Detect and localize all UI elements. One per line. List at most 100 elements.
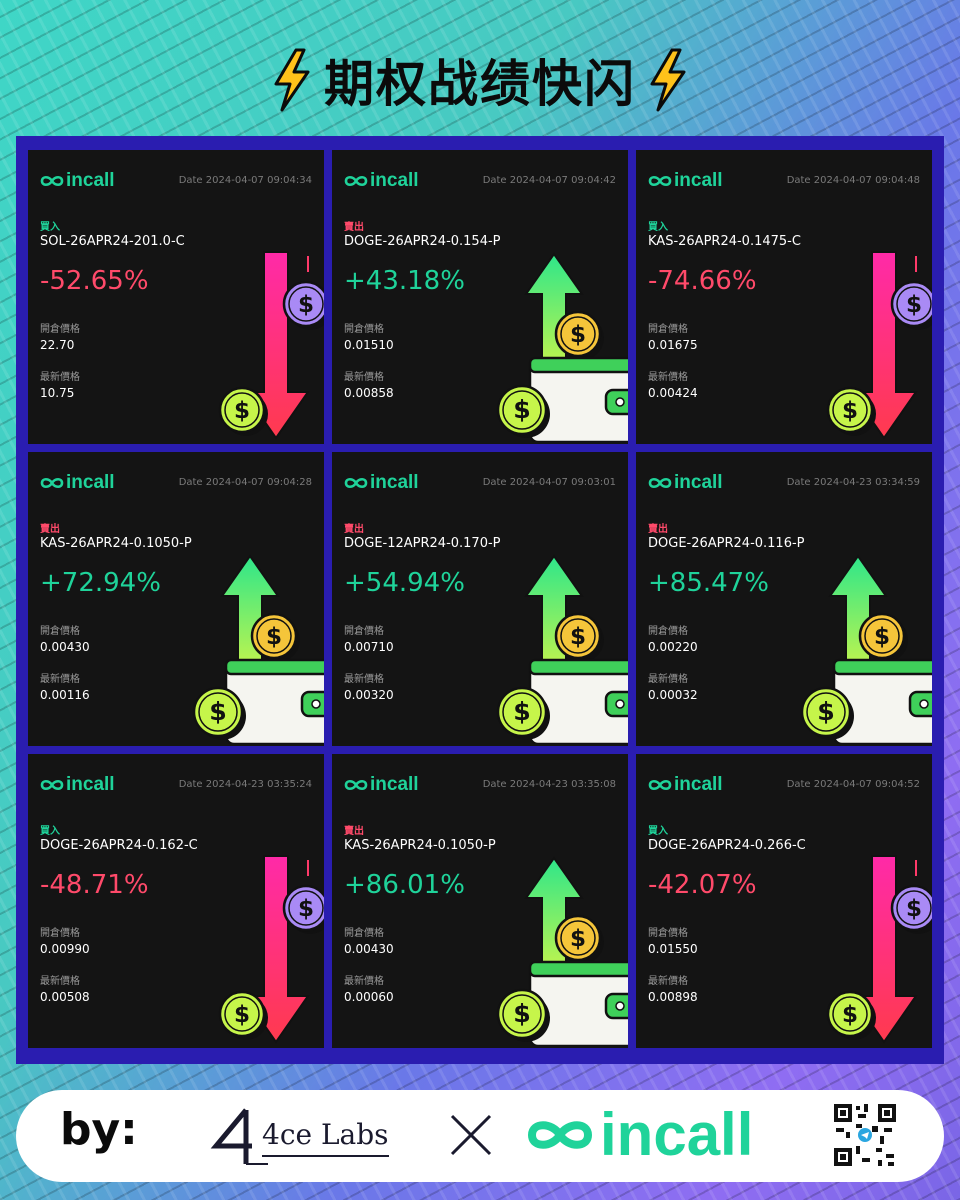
trade-card: incall Date 2024-04-07 09:04:42 賣出 DOGE-26A… <box>332 150 628 444</box>
last-price-label: 最新價格 <box>344 976 384 987</box>
open-price-value: 0.00710 <box>344 640 394 654</box>
trade-date: Date 2024-04-07 09:04:42 <box>483 175 616 186</box>
last-price-label: 最新價格 <box>648 976 688 987</box>
instrument-name: DOGE-26APR24-0.116-P <box>648 536 805 551</box>
brand-logo: incall <box>648 774 723 796</box>
title-bar: 期权战绩快闪 <box>0 40 960 120</box>
down-arrow-illustration: $$ <box>218 251 324 440</box>
dollar-coin-icon: $ <box>554 914 604 964</box>
pnl-percent: -52.65% <box>40 266 149 296</box>
dollar-coin-icon: $ <box>250 612 300 662</box>
instrument-name: DOGE-26APR24-0.266-C <box>648 838 806 853</box>
wallet-icon <box>528 356 628 442</box>
trade-date: Date 2024-04-07 09:04:48 <box>787 175 920 186</box>
trade-date: Date 2024-04-07 09:03:01 <box>483 477 616 488</box>
instrument-name: KAS-26APR24-0.1475-C <box>648 234 801 249</box>
svg-text:$: $ <box>817 697 835 726</box>
brand-name: incall <box>600 1101 754 1168</box>
wallet-illustration: $$ <box>496 252 628 442</box>
page-title: 期权战绩快闪 <box>324 55 636 113</box>
open-price-label: 開倉價格 <box>40 324 80 335</box>
infinity-icon <box>344 175 368 187</box>
date-prefix: Date <box>178 175 203 186</box>
lightning-icon <box>650 48 686 112</box>
open-price-value: 22.70 <box>40 338 75 352</box>
open-price-value: 0.00220 <box>648 640 698 654</box>
down-arrow-illustration: $$ <box>826 251 932 440</box>
trade-card: incall Date 2024-04-07 09:04:52 買入 DOGE-26A… <box>636 754 932 1048</box>
date-prefix: Date <box>786 779 811 790</box>
dollar-coin-icon: $ <box>282 884 324 934</box>
trade-card: incall Date 2024-04-23 03:35:24 買入 DOGE-26A… <box>28 754 324 1048</box>
last-price-label: 最新價格 <box>40 674 80 685</box>
svg-text:$: $ <box>234 398 250 424</box>
last-price-value: 0.00508 <box>40 990 90 1004</box>
last-price-value: 0.00060 <box>344 990 394 1004</box>
svg-text:$: $ <box>842 398 858 424</box>
brand-name: incall <box>370 170 419 191</box>
open-price-value: 0.00430 <box>344 942 394 956</box>
trade-side: 買入 <box>40 826 60 837</box>
qr-code-icon[interactable] <box>832 1102 898 1168</box>
svg-text:$: $ <box>570 624 586 650</box>
svg-text:$: $ <box>298 292 314 318</box>
brand-name: incall <box>66 472 115 493</box>
brand-name: incall <box>66 774 115 795</box>
wallet-icon <box>224 658 324 744</box>
infinity-icon <box>648 175 672 187</box>
date-prefix: Date <box>786 477 811 488</box>
instrument-name: KAS-26APR24-0.1050-P <box>344 838 496 853</box>
svg-text:$: $ <box>513 395 531 424</box>
pnl-percent: -74.66% <box>648 266 757 296</box>
trade-card: incall Date 2024-04-07 09:03:01 賣出 DOGE-12A… <box>332 452 628 746</box>
trade-card: incall Date 2024-04-07 09:04:34 買入 SOL-26AP… <box>28 150 324 444</box>
open-price-value: 0.01550 <box>648 942 698 956</box>
infinity-icon <box>527 1120 593 1149</box>
brand-logo: incall <box>40 472 115 494</box>
date-value: 2024-04-23 03:35:24 <box>205 779 312 790</box>
infinity-icon <box>648 477 672 489</box>
dollar-coin-icon: $ <box>800 686 854 740</box>
brand-logo: incall <box>40 774 115 796</box>
date-prefix: Date <box>178 477 203 488</box>
date-prefix: Date <box>482 175 507 186</box>
infinity-icon <box>40 175 64 187</box>
down-arrow-icon <box>850 251 918 440</box>
brand-name: incall <box>674 774 723 795</box>
4ce-labs-mark-icon <box>210 1108 268 1165</box>
svg-text:$: $ <box>570 322 586 348</box>
trade-date: Date 2024-04-07 09:04:34 <box>179 175 312 186</box>
trade-date: Date 2024-04-23 03:34:59 <box>787 477 920 488</box>
down-arrow-icon <box>242 251 310 440</box>
last-price-value: 0.00116 <box>40 688 90 702</box>
trade-side: 賣出 <box>344 524 364 535</box>
last-price-value: 10.75 <box>40 386 75 400</box>
trade-card: incall Date 2024-04-23 03:34:59 賣出 DOGE-26A… <box>636 452 932 746</box>
trade-date: Date 2024-04-07 09:04:28 <box>179 477 312 488</box>
open-price-value: 0.00990 <box>40 942 90 956</box>
trade-date: Date 2024-04-23 03:35:08 <box>483 779 616 790</box>
trade-date: Date 2024-04-23 03:35:24 <box>179 779 312 790</box>
svg-text:$: $ <box>570 926 586 952</box>
svg-text:$: $ <box>874 624 890 650</box>
pnl-percent: -42.07% <box>648 870 757 900</box>
down-arrow-icon <box>850 855 918 1044</box>
date-value: 2024-04-23 03:34:59 <box>813 477 920 488</box>
wallet-illustration: $$ <box>496 856 628 1046</box>
open-price-label: 開倉價格 <box>344 626 384 637</box>
pnl-percent: +86.01% <box>344 870 465 900</box>
last-price-value: 0.00320 <box>344 688 394 702</box>
4ce-labs-logo: 4ce Labs <box>208 1106 408 1166</box>
last-price-label: 最新價格 <box>648 674 688 685</box>
svg-text:$: $ <box>234 1002 250 1028</box>
brand-name: incall <box>674 472 723 493</box>
infinity-icon <box>344 477 368 489</box>
svg-text:$: $ <box>266 624 282 650</box>
last-price-label: 最新價格 <box>40 976 80 987</box>
trade-side: 買入 <box>648 222 668 233</box>
dollar-coin-icon: $ <box>826 990 876 1040</box>
brand-name: incall <box>370 774 419 795</box>
last-price-label: 最新價格 <box>344 372 384 383</box>
trade-side: 買入 <box>648 826 668 837</box>
brand-name: incall <box>66 170 115 191</box>
